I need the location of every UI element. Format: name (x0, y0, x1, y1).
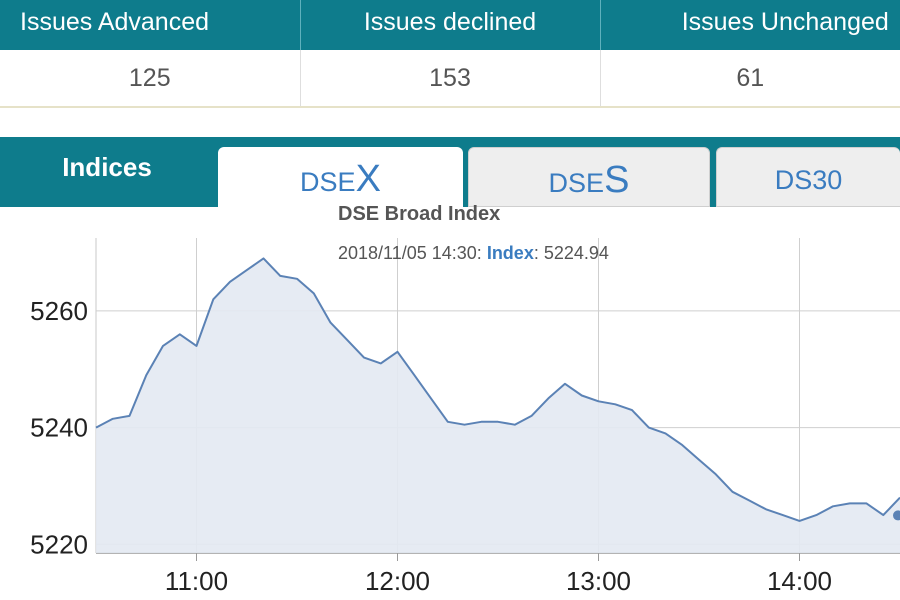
x-tick-label: 12:00 (365, 566, 430, 596)
issues-stats-table: Issues Advanced Issues declined Issues U… (0, 0, 900, 108)
header-issues-advanced: Issues Advanced (0, 0, 301, 50)
tab-indices[interactable]: Indices (62, 152, 152, 182)
tab-ds30[interactable]: DS30 (716, 147, 900, 207)
tab-dsex-prefix: DSE (300, 167, 356, 197)
tab-ds30-label: DS30 (774, 165, 843, 195)
x-tick-label: 14:00 (767, 566, 832, 596)
tooltip-date: 2018/11/05 14:30 (338, 243, 477, 263)
tab-dses[interactable]: DSES (468, 147, 710, 207)
value-issues-advanced: 125 (0, 50, 301, 108)
stats-value-row: 125 153 61 (0, 50, 900, 108)
tab-dsex-suffix: X (355, 158, 381, 200)
value-issues-unchanged: 61 (600, 50, 900, 108)
y-tick-label: 5240 (30, 413, 88, 443)
tooltip-key: Index (487, 243, 534, 263)
x-tick-label: 11:00 (165, 566, 228, 596)
index-line (95, 257, 900, 522)
tooltip-readout: 2018/11/05 14:30: Index: 5224.94 (338, 243, 609, 263)
y-axis-ticks: 5220 5240 5260 (30, 296, 88, 559)
x-tick-label: 13:00 (566, 566, 631, 596)
tab-indices-underline (0, 194, 216, 197)
chart-title: DSE Broad Index (338, 203, 500, 225)
tab-dsex[interactable]: DSEX (218, 147, 463, 209)
tab-dses-suffix: S (604, 159, 630, 201)
last-point-marker (893, 510, 900, 521)
stats-header-row: Issues Advanced Issues declined Issues U… (0, 0, 900, 50)
y-tick-label: 5260 (30, 296, 88, 326)
header-issues-unchanged: Issues Unchanged (600, 0, 900, 50)
tooltip-value: 5224.94 (544, 243, 609, 263)
value-issues-declined: 153 (300, 50, 601, 108)
tab-dses-prefix: DSE (548, 168, 605, 198)
header-issues-declined: Issues declined (300, 0, 601, 50)
y-tick-label: 5220 (30, 529, 88, 559)
index-area (96, 258, 900, 553)
x-axis-ticks: 11:00 12:00 13:00 14:00 (165, 566, 832, 596)
